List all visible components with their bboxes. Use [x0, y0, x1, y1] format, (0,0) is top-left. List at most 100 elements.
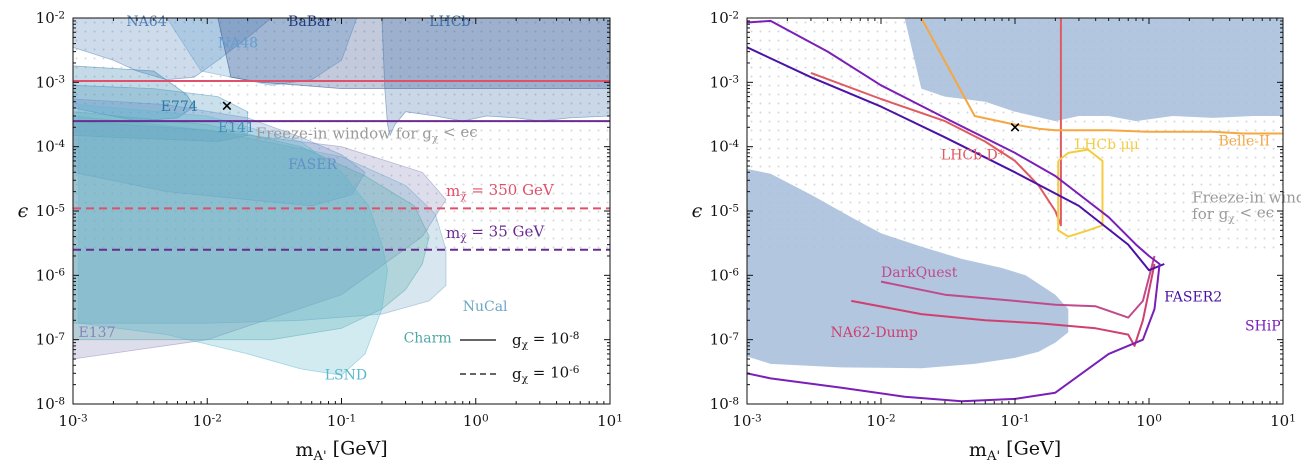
text-segment: -6: [729, 267, 740, 279]
region-na64: [73, 18, 272, 81]
right-panel: LHCb D* LHCb μμ Belle-II DarkQuest NA62-Dump…: [692, 9, 1301, 464]
axes: 10-3 10-2 10-1 100 10110-810-710-610-510-410…: [18, 9, 623, 464]
series-line-faser2: [747, 46, 1165, 272]
series-line-belle-ii: [920, 18, 1283, 135]
text-segment: 10: [710, 138, 729, 156]
text-segment: 10: [710, 73, 729, 91]
region-na48: [166, 18, 358, 86]
legend: gχ = 10-8gχ = 10-6: [460, 330, 580, 385]
left-panel: NA64 NA48 BaBar LHCb E774 E141 E137 FASER NuCal C…: [18, 9, 623, 464]
text-segment: 10: [36, 73, 55, 91]
text-segment: 10: [710, 331, 729, 349]
y-tick-label: 10-7: [710, 331, 739, 349]
region-label-e774: E774: [161, 99, 198, 115]
region-label-charm: Charm: [404, 331, 452, 347]
text-segment: m: [446, 224, 460, 242]
x-tick-label: 10-3: [58, 412, 87, 430]
y-tick-label: 10-5: [36, 202, 65, 220]
legend-label-solid: gχ = 10-8: [512, 330, 579, 352]
text-segment: Belle-II: [1218, 133, 1270, 149]
text-segment: -3: [729, 74, 739, 86]
excluded-region: [747, 18, 1283, 369]
text-segment: -3: [77, 412, 87, 424]
region-e141: [73, 84, 249, 143]
labels: LHCb D* LHCb μμ Belle-II DarkQuest NA62-Dump…: [831, 118, 1301, 341]
text-segment: SHiP: [1245, 318, 1281, 334]
region-label-e137: E137: [79, 325, 116, 341]
series-label-lhcb-d: LHCb D*: [941, 148, 1005, 164]
text-segment: -6: [55, 267, 66, 279]
marker: ×: [221, 97, 234, 115]
region-e774: [73, 65, 195, 122]
plot-area: [747, 18, 1283, 404]
text-segment: χ: [432, 132, 439, 144]
text-segment: m: [446, 182, 460, 200]
x-tick-label: 10-2: [866, 412, 895, 430]
text-segment: -3: [751, 412, 761, 424]
y-axis-title: ϵ: [692, 200, 703, 222]
series-label-ship: SHiP: [1245, 318, 1281, 334]
region-label-faser: FASER: [288, 157, 337, 173]
text-segment: A': [986, 449, 1000, 464]
text-segment: LHCb D*: [941, 148, 1005, 164]
text-segment: 10: [732, 412, 751, 430]
region-label-e141: E141: [218, 120, 255, 136]
series-label-faser2: FASER2: [1164, 290, 1222, 306]
text-segment: 10: [710, 202, 729, 220]
region-e137: [73, 120, 447, 360]
text-segment: = 350 GeV: [467, 181, 555, 199]
text-segment: -4: [55, 138, 66, 150]
freeze-in-dots: [73, 18, 610, 250]
region-label-nucal: NuCal: [463, 299, 508, 315]
x-tick-label: 100: [463, 412, 489, 430]
x-axis-title: mA' [GeV]: [969, 437, 1061, 464]
text-segment: 10: [710, 395, 729, 413]
text-segment: -2: [212, 412, 222, 424]
text-segment: 1: [1289, 412, 1296, 424]
text-segment: 10: [866, 412, 885, 430]
region-charm: [73, 111, 430, 341]
y-tick-label: 10-6: [36, 266, 66, 284]
series-label-na62-dump: NA62-Dump: [831, 325, 918, 341]
region-lsnd: [78, 104, 388, 376]
text-segment: 10: [710, 9, 729, 27]
annotation-m350: mχ̃ = 350 GeV: [446, 181, 555, 203]
y-tick-label: 10-7: [36, 331, 65, 349]
text-segment: Freeze-in window: [1192, 189, 1301, 207]
x-tick-label: 10-3: [732, 412, 761, 430]
text-segment: -7: [55, 331, 65, 343]
text-segment: 10: [463, 412, 482, 430]
text-segment: 10: [36, 202, 55, 220]
text-segment: 0: [1155, 412, 1162, 424]
text-segment: -2: [885, 412, 895, 424]
text-segment: 10: [327, 412, 346, 430]
text-segment: -2: [55, 9, 65, 21]
text-segment: -1: [1019, 412, 1029, 424]
text-segment: = 35 GeV: [467, 223, 546, 241]
text-segment: 10: [193, 412, 212, 430]
text-segment: 10: [597, 412, 616, 430]
y-axis-title: ϵ: [18, 200, 29, 222]
text-segment: FASER2: [1164, 290, 1222, 306]
y-tick-label: 10-4: [710, 138, 740, 156]
text-segment: DarkQuest: [881, 265, 958, 281]
y-tick-label: 10-8: [36, 395, 65, 413]
y-tick-label: 10-3: [710, 73, 739, 91]
text-segment: Freeze-in window for g: [256, 124, 432, 142]
text-segment: χ̃: [460, 232, 467, 244]
region-label-lsnd: LSND: [325, 368, 367, 384]
text-segment: 10: [710, 266, 729, 284]
x-tick-label: 101: [1270, 412, 1296, 430]
text-segment: -5: [729, 202, 739, 214]
y-tick-label: 10-8: [710, 395, 739, 413]
text-segment: 10: [36, 395, 55, 413]
text-segment: -3: [55, 74, 65, 86]
series-label-belle-ii: Belle-II: [1218, 133, 1270, 149]
y-tick-label: 10-6: [710, 266, 740, 284]
text-segment: -8: [729, 395, 739, 407]
plot-area: [73, 18, 610, 404]
series-label-lhcb: LHCb μμ: [1075, 137, 1139, 153]
text-segment: 1: [616, 412, 623, 424]
y-tick-label: 10-2: [710, 9, 739, 27]
